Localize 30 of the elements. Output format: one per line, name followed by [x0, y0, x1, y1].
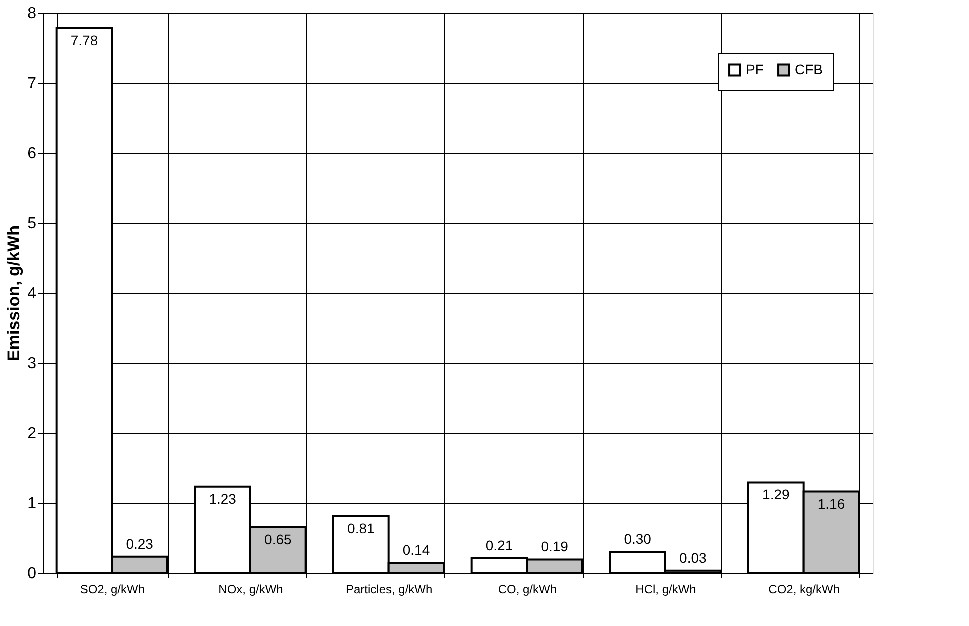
text: 1.29	[762, 486, 790, 503]
y-tick-label: 4	[28, 286, 37, 302]
y-tick-label: 1	[28, 496, 37, 512]
legend-label: CFB	[795, 61, 823, 78]
text: 1.16	[818, 496, 846, 512]
text: 0.19	[541, 538, 568, 555]
x-tick-label: CO2, kg/kWh	[768, 582, 840, 596]
legend-label: PF	[746, 61, 764, 78]
text: 7.78	[70, 32, 98, 48]
y-axis-title: Emission, g/kWh	[4, 225, 24, 362]
text: 0.81	[348, 520, 375, 536]
text: 0.30	[624, 531, 652, 547]
text: 0.23	[126, 536, 154, 552]
y-tick-label: 3	[28, 356, 37, 372]
y-tick-label: 8	[28, 6, 37, 22]
text: 0.03	[680, 550, 707, 566]
text: 1.23	[209, 490, 236, 507]
text: 0.65	[264, 532, 292, 548]
x-tick-label: SO2, g/kWh	[80, 582, 146, 596]
text: 0.21	[486, 537, 514, 554]
x-tick-label: CO, g/kWh	[498, 582, 558, 596]
x-tick-label: Particles, g/kWh	[346, 582, 433, 596]
y-tick-label: 5	[28, 216, 37, 232]
x-tick-label: HCl, g/kWh	[636, 582, 696, 596]
text: 0.14	[402, 542, 430, 558]
y-tick-label: 2	[28, 426, 37, 442]
x-tick-label: NOx, g/kWh	[218, 582, 284, 596]
y-tick-label: 7	[28, 76, 37, 92]
y-tick-label: 6	[28, 146, 37, 162]
y-tick-label: 0	[28, 566, 37, 582]
